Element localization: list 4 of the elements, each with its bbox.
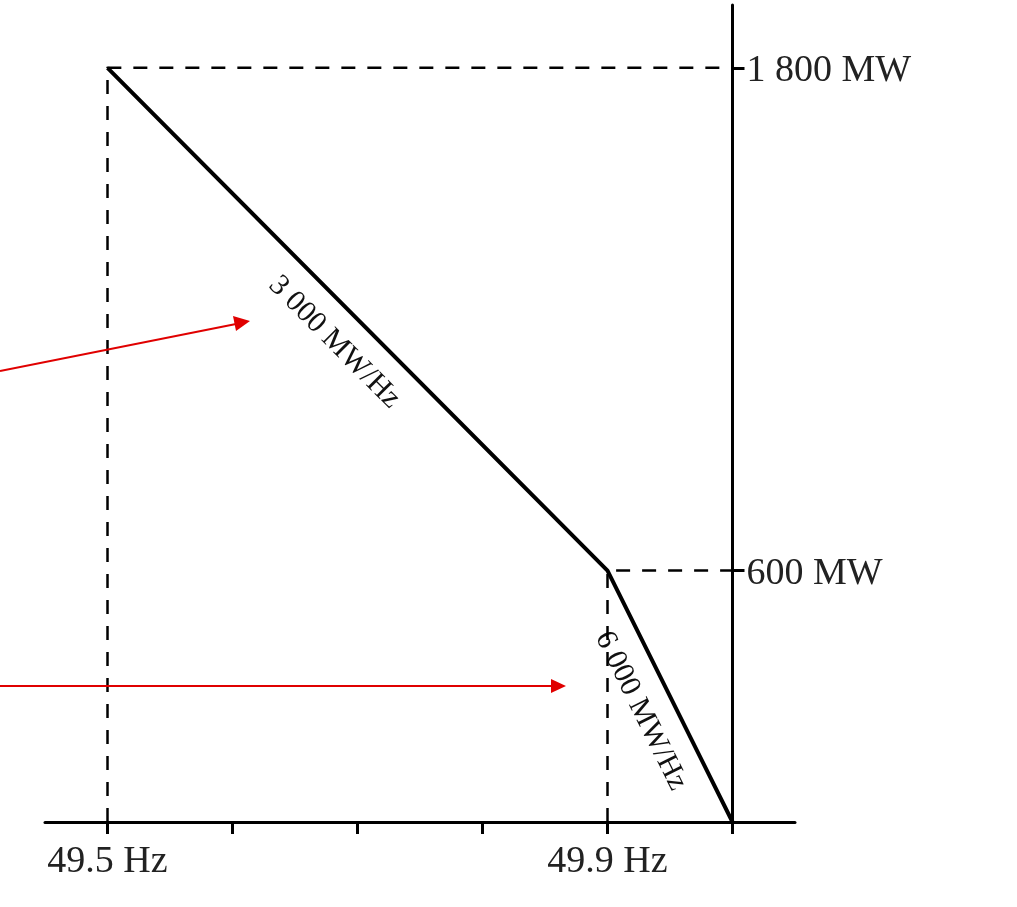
y-tick-label: 600 MW (746, 549, 883, 592)
y-tick-label: 1 800 MW (746, 46, 912, 89)
x-tick-label: 49.5 Hz (47, 838, 168, 880)
x-tick-label: 49.9 Hz (547, 838, 668, 880)
